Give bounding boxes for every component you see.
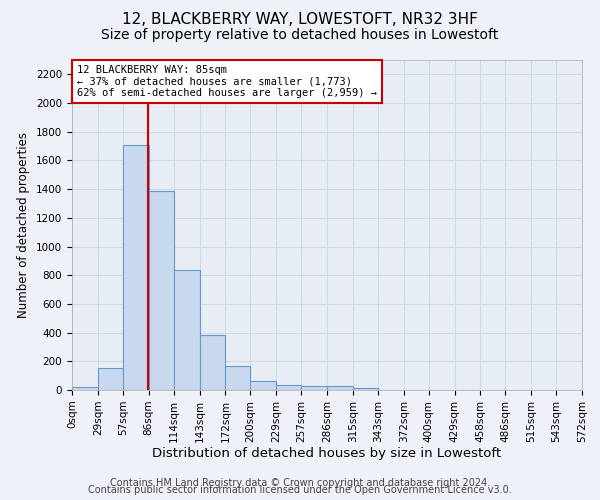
Bar [250, 381, 276, 390]
Bar [226, 366, 250, 390]
Bar [276, 384, 301, 390]
Bar [199, 335, 226, 390]
Bar [72, 387, 98, 390]
Bar [301, 386, 327, 390]
X-axis label: Distribution of detached houses by size in Lowestoft: Distribution of detached houses by size … [152, 448, 502, 460]
Bar [327, 386, 353, 390]
Bar [98, 368, 123, 390]
Text: Contains public sector information licensed under the Open Government Licence v3: Contains public sector information licen… [88, 485, 512, 495]
Text: Size of property relative to detached houses in Lowestoft: Size of property relative to detached ho… [101, 28, 499, 42]
Bar [173, 270, 199, 390]
Text: 12, BLACKBERRY WAY, LOWESTOFT, NR32 3HF: 12, BLACKBERRY WAY, LOWESTOFT, NR32 3HF [122, 12, 478, 28]
Bar [149, 190, 173, 390]
Y-axis label: Number of detached properties: Number of detached properties [17, 132, 31, 318]
Text: 12 BLACKBERRY WAY: 85sqm
← 37% of detached houses are smaller (1,773)
62% of sem: 12 BLACKBERRY WAY: 85sqm ← 37% of detach… [77, 65, 377, 98]
Bar [353, 388, 378, 390]
Text: Contains HM Land Registry data © Crown copyright and database right 2024.: Contains HM Land Registry data © Crown c… [110, 478, 490, 488]
Bar [123, 144, 149, 390]
